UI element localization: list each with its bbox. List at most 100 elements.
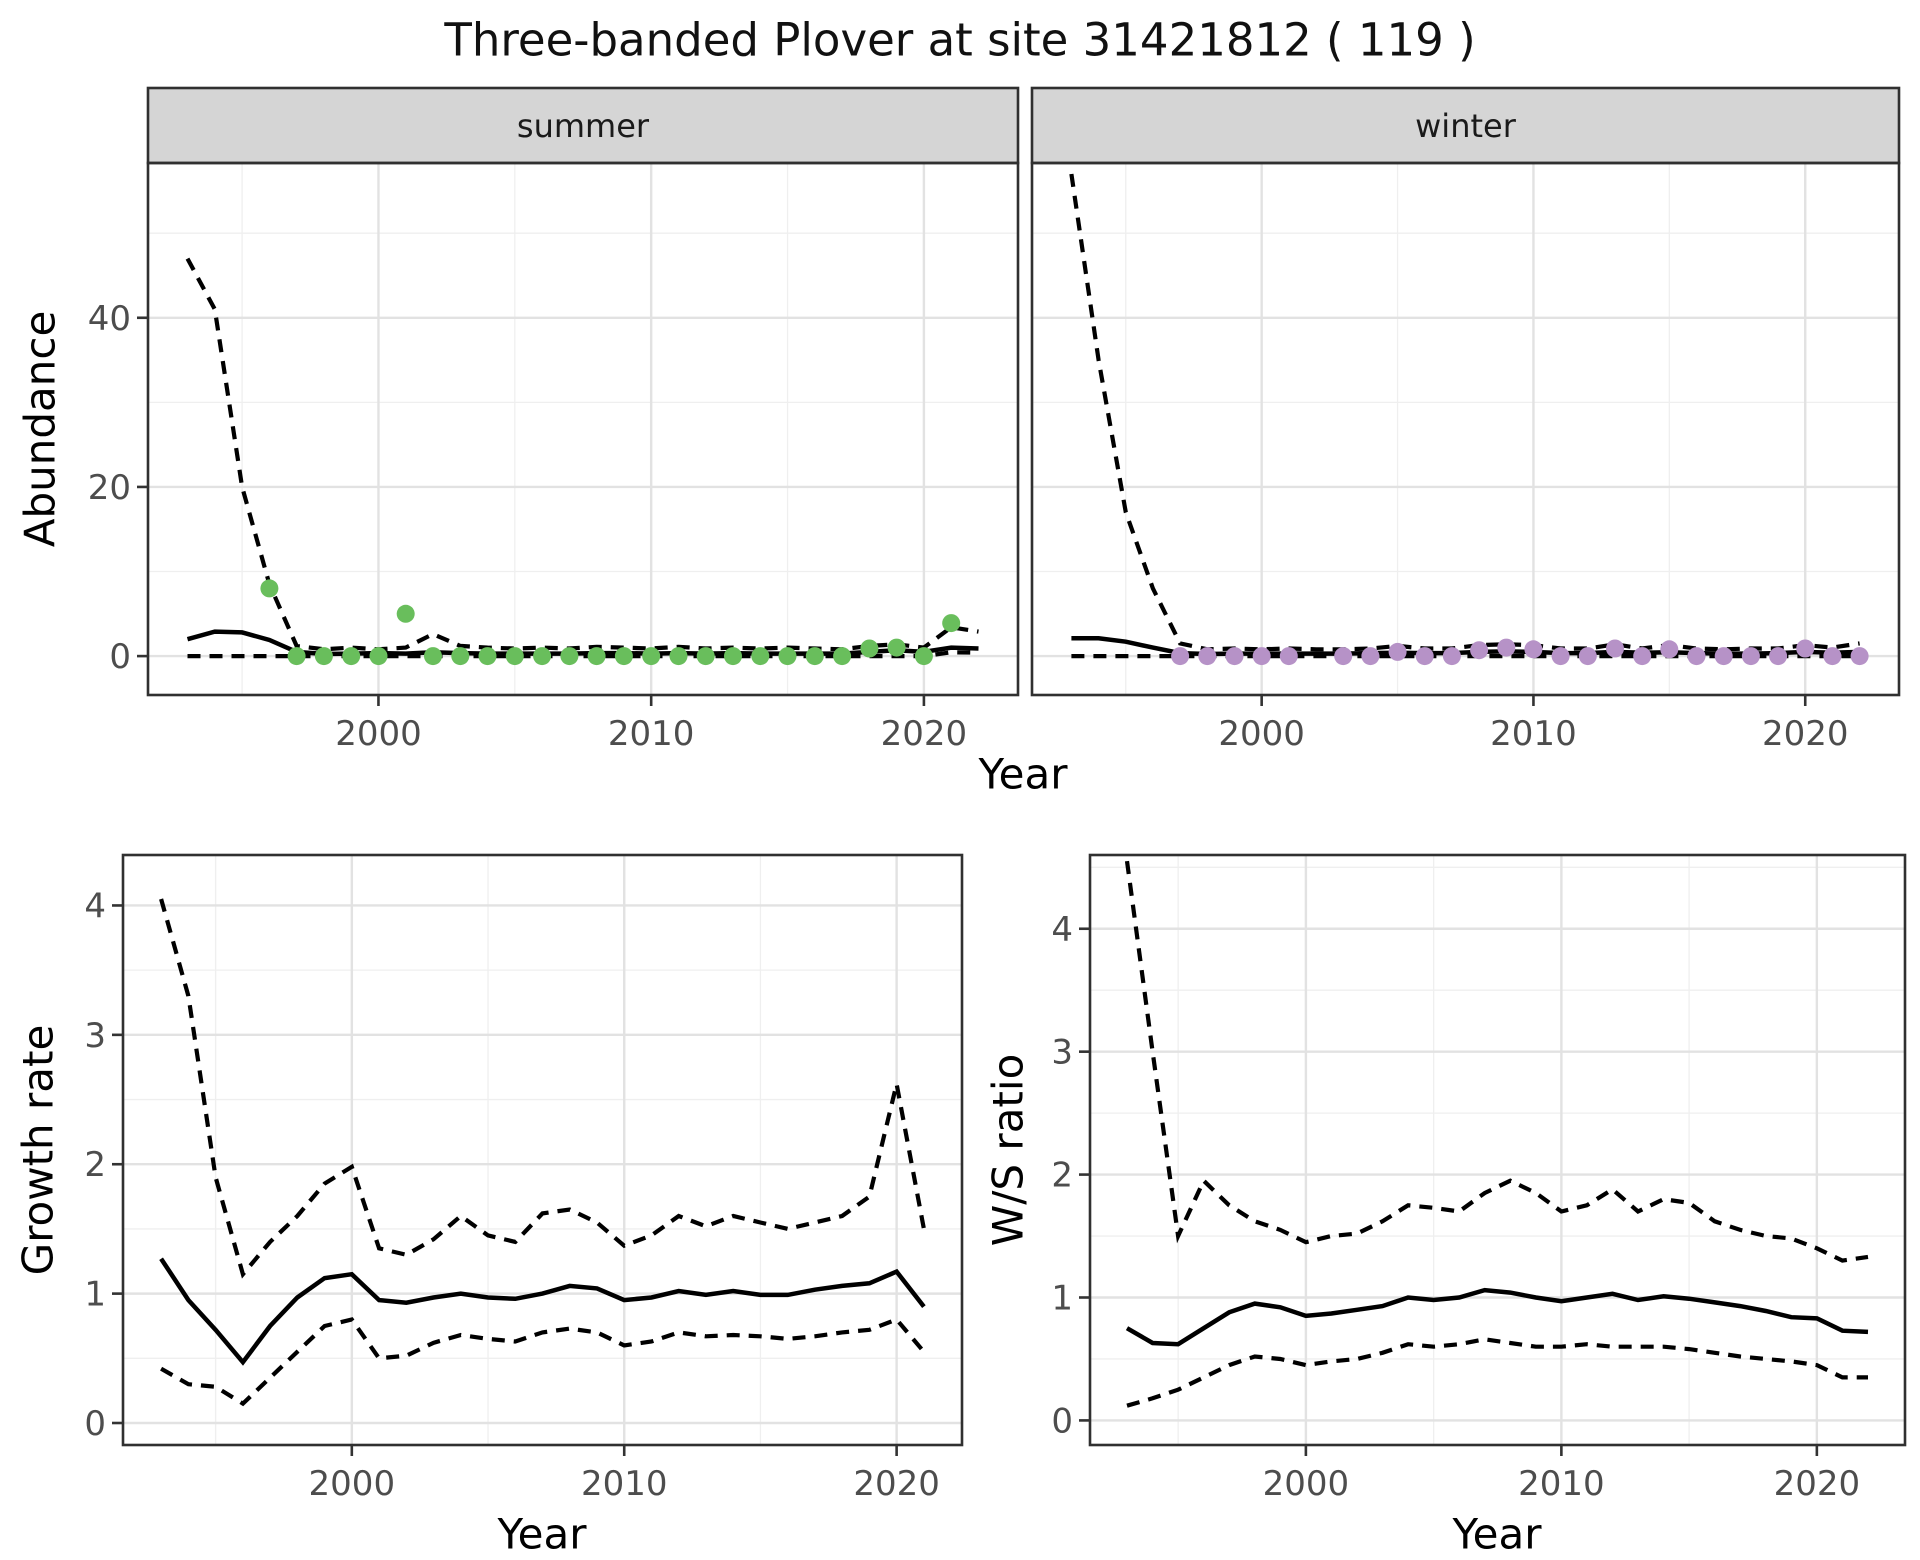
facet-strip-winter-label: winter <box>1415 107 1516 145</box>
observed-point <box>1660 640 1679 659</box>
y-tick-label: 20 <box>88 468 131 508</box>
x-tick-label: 2010 <box>1490 714 1577 754</box>
observed-point <box>287 647 306 666</box>
y-tick-label: 3 <box>84 1016 106 1056</box>
y-tick-label: 0 <box>1051 1401 1073 1441</box>
observed-point <box>696 647 715 666</box>
series-ci-lower-line <box>1126 1337 1868 1408</box>
y-tick-label: 0 <box>109 637 131 677</box>
series-median-line <box>1125 1287 1869 1347</box>
observed-point <box>1171 647 1190 666</box>
x-tick-label: 2020 <box>881 714 968 754</box>
observed-point <box>1279 647 1298 666</box>
observed-point <box>614 647 633 666</box>
y-tick-label: 40 <box>88 299 131 339</box>
x-axis-title-year-growth: Year <box>497 1509 587 1559</box>
x-tick-label: 2000 <box>1218 714 1305 754</box>
observed-point <box>751 647 770 666</box>
observed-point <box>451 647 470 666</box>
observed-point <box>1442 647 1461 666</box>
x-axis-title-year-ws: Year <box>1452 1509 1542 1559</box>
x-tick-label: 2000 <box>309 1464 396 1504</box>
x-tick-label: 2000 <box>335 714 422 754</box>
y-axis-title-ws-ratio: W/S ratio <box>983 1053 1033 1247</box>
y-tick-label: 2 <box>84 1145 106 1185</box>
observed-point <box>560 647 579 666</box>
observed-point <box>724 647 742 666</box>
observed-point <box>1470 641 1489 660</box>
series-ci-lower-line <box>160 1317 926 1407</box>
x-tick-label: 2010 <box>1518 1464 1605 1504</box>
series-median-line <box>159 1257 926 1366</box>
panel-border <box>1030 161 1901 697</box>
y-axis-title-abundance: Abundance <box>15 310 65 548</box>
panel-border <box>121 853 964 1447</box>
observed-point <box>1769 647 1788 666</box>
observed-point <box>587 647 606 666</box>
observed-point <box>1714 647 1733 666</box>
y-axis-title-growth-rate: Growth rate <box>13 1024 63 1276</box>
observed-point <box>1850 647 1869 666</box>
observed-point <box>1606 639 1624 658</box>
observed-point <box>369 647 388 666</box>
y-tick-label: 1 <box>1051 1279 1073 1319</box>
facet-strip-summer-label: summer <box>516 107 650 145</box>
observed-point <box>1252 647 1271 666</box>
observed-point <box>1497 638 1516 657</box>
y-tick-label: 2 <box>1051 1156 1073 1196</box>
observed-point <box>833 647 852 666</box>
observed-point <box>424 647 442 666</box>
observed-point <box>669 647 688 666</box>
x-tick-label: 2010 <box>608 714 695 754</box>
observed-point <box>314 647 333 666</box>
observed-point <box>1415 647 1434 666</box>
observed-point <box>396 604 415 623</box>
observed-point <box>342 647 361 666</box>
series-ci-upper-line <box>159 898 926 1279</box>
y-tick-label: 4 <box>84 886 106 926</box>
observed-point <box>1388 642 1407 661</box>
observed-point <box>1551 647 1570 666</box>
observed-point <box>942 614 961 633</box>
observed-point <box>778 647 797 666</box>
observed-point <box>642 647 661 666</box>
y-tick-label: 4 <box>1051 910 1073 950</box>
observed-point <box>478 647 497 666</box>
observed-point <box>887 638 906 657</box>
panel-border <box>146 161 1020 697</box>
page-title: Three-banded Plover at site 31421812 ( 1… <box>444 13 1476 67</box>
x-tick-label: 2010 <box>581 1464 668 1504</box>
observed-point <box>1687 647 1706 666</box>
x-tick-label: 2000 <box>1263 1464 1350 1504</box>
x-axis-title-year-top: Year <box>978 749 1068 799</box>
x-tick-label: 2020 <box>1774 1464 1861 1504</box>
observed-point <box>1198 647 1217 666</box>
observed-point <box>1578 647 1597 666</box>
x-tick-label: 2020 <box>1762 714 1849 754</box>
observed-point <box>533 647 552 666</box>
observed-point <box>1633 647 1652 666</box>
observed-point <box>1741 647 1760 666</box>
observed-point <box>1334 647 1353 666</box>
observed-point <box>860 639 879 658</box>
observed-point <box>805 647 824 666</box>
observed-point <box>505 647 524 666</box>
x-tick-label: 2020 <box>853 1464 940 1504</box>
observed-point <box>1225 647 1244 666</box>
y-tick-label: 3 <box>1051 1033 1073 1073</box>
observed-point <box>1361 647 1380 666</box>
observed-point <box>1823 647 1842 666</box>
facet-strip <box>1030 86 1901 165</box>
y-tick-label: 0 <box>84 1404 106 1444</box>
observed-point <box>1524 640 1543 659</box>
y-tick-label: 1 <box>84 1275 106 1315</box>
observed-point <box>1796 639 1815 658</box>
observed-point <box>914 647 933 666</box>
observed-point <box>260 579 279 598</box>
panel-border <box>1088 853 1907 1447</box>
panel-ws: 2000 2010 2020 0 1 2 3 4 <box>1051 853 1907 1504</box>
panel-summer: 2000 2010 2020 0 20 40 <box>88 86 1020 754</box>
panel-growth: 2000 2010 2020 0 1 2 3 4 <box>84 853 964 1504</box>
